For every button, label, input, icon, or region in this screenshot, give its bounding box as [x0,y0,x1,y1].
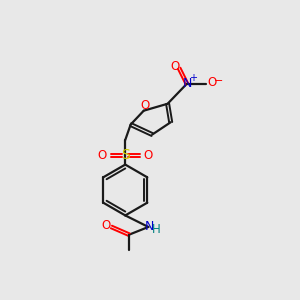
Text: O: O [144,149,153,162]
Text: H: H [152,223,161,236]
Text: S: S [121,148,130,162]
Text: O: O [101,219,111,232]
Text: O: O [140,99,149,112]
Text: O: O [171,60,180,73]
Text: +: + [189,73,197,82]
Text: −: − [214,76,223,86]
Text: N: N [183,77,192,90]
Text: N: N [144,220,154,233]
Text: O: O [208,76,217,89]
Text: O: O [98,149,107,162]
